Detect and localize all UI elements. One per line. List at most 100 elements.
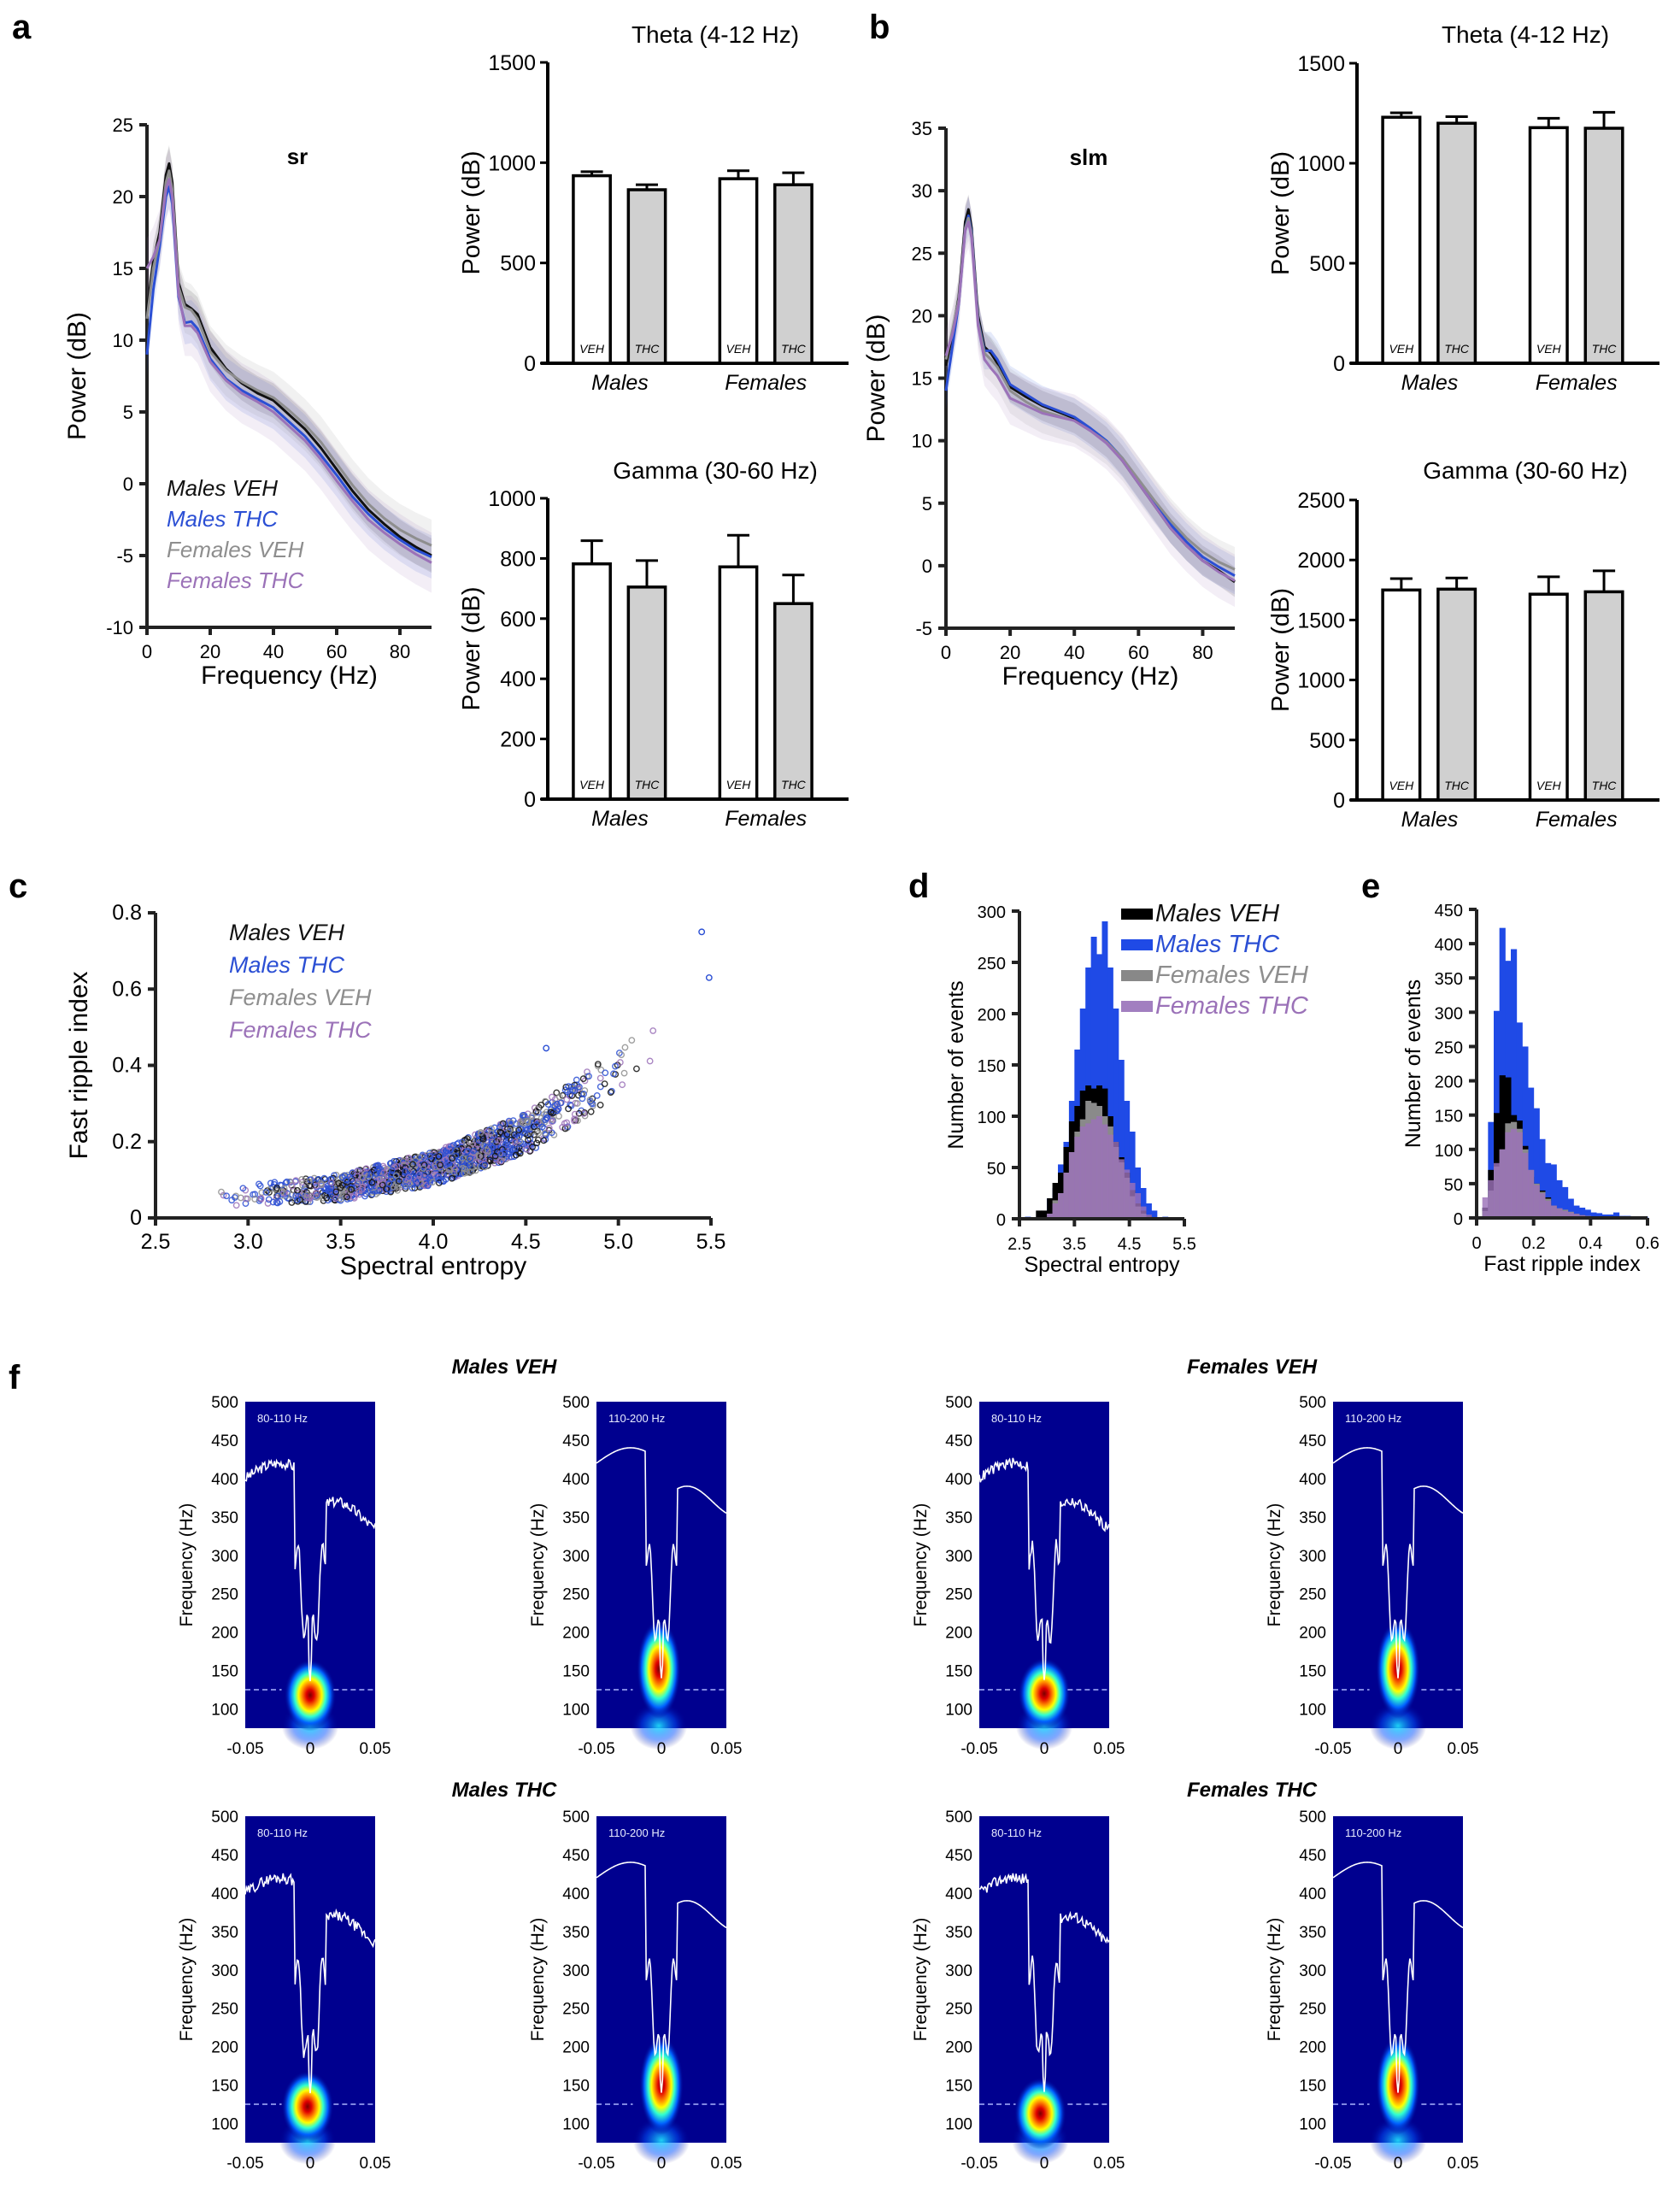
y-tick-label: 400 [562, 1471, 590, 1489]
scatter-point [348, 1185, 355, 1193]
bar-label: THC [1444, 779, 1470, 792]
y-tick-label: 1000 [488, 487, 536, 511]
x-tick-label: 3.0 [233, 1230, 263, 1254]
group-label: Males [1401, 371, 1459, 395]
sem-band [147, 149, 432, 593]
y-tick-label: 450 [211, 1847, 238, 1865]
series-line-females-thc [145, 178, 432, 564]
scatter-point [326, 1188, 334, 1196]
scatter-point [266, 1189, 273, 1196]
scatter-point [557, 1099, 565, 1107]
lfp-trace [596, 1447, 727, 1679]
bar-label: VEH [726, 778, 752, 791]
hist-bar-males-thc [1562, 1186, 1569, 1218]
f-spectrograms: Males VEH 80-110 Hz 100 150 200 250 300 350 400 4… [177, 1356, 1478, 2173]
y-tick-label: 350 [1299, 1924, 1326, 1942]
y-tick-label: 200 [1299, 2039, 1326, 2057]
scatter-point [500, 1150, 508, 1158]
scatter-point [452, 1170, 460, 1178]
scatter-point [242, 1200, 250, 1207]
hist-bar-females-thc [1063, 1173, 1070, 1219]
y-tick-label: 0.6 [112, 977, 142, 1001]
scatter-point [395, 1178, 402, 1185]
scatter-point [467, 1155, 474, 1162]
x-tick-label: 80 [1192, 642, 1213, 663]
scatter-point [374, 1162, 382, 1169]
x-tick-label: 0 [1394, 2155, 1403, 2173]
scatter-point [446, 1147, 454, 1155]
scatter-point [475, 1137, 483, 1144]
hist-bar-males-thc [1145, 1203, 1152, 1219]
y-tick-label: 100 [1299, 2116, 1326, 2134]
panel-letter-d: d [908, 868, 929, 905]
y-tick-label: 150 [562, 1663, 590, 1681]
y-tick-label: 200 [945, 2039, 972, 2057]
spectrogram-hotspot [637, 1619, 681, 1719]
hist-bar-males-thc [1579, 1207, 1586, 1218]
sem-band [946, 195, 1235, 608]
scatter-point [435, 1179, 443, 1186]
scatter-point [571, 1110, 579, 1118]
band-label: 110-200 Hz [1345, 1412, 1401, 1425]
panel-letter-c: c [9, 868, 27, 905]
scatter-point [228, 1197, 236, 1204]
panel-letter-b: b [869, 9, 890, 46]
x-tick-label: -0.05 [226, 2155, 263, 2173]
scatter-point [417, 1179, 425, 1187]
scatter-point [413, 1177, 420, 1185]
hist-bar-males-thc [1601, 1214, 1608, 1218]
hist-bar-females-thc [1058, 1193, 1064, 1219]
y-tick-label: 200 [1299, 1625, 1326, 1643]
spectrogram-group-title: Males THC [452, 1779, 557, 1802]
y-tick-label: 600 [500, 608, 536, 632]
scatter-point [313, 1182, 320, 1190]
series-line-females-veh [145, 169, 432, 547]
scatter-point [276, 1198, 284, 1205]
hist-bar-females-thc [1129, 1183, 1136, 1219]
hist-bar-females-thc [1511, 1128, 1518, 1218]
scatter-point [559, 1091, 567, 1099]
y-tick-label: 450 [1299, 1847, 1326, 1865]
x-tick-label: 0 [1040, 2155, 1049, 2173]
spectrogram-hotspot [1014, 2077, 1066, 2150]
y-tick-label: 1000 [1297, 152, 1345, 176]
scatter-point [490, 1144, 496, 1151]
y-tick-label: 300 [1299, 1962, 1326, 1980]
x-tick-label: 0.05 [1094, 1740, 1125, 1758]
y-axis-label: Power (dB) [1267, 588, 1295, 712]
x-tick-label: 5.0 [603, 1230, 633, 1254]
x-axis-label: Fast ripple index [1483, 1252, 1641, 1276]
bar-label: VEH [1536, 779, 1562, 792]
legend-entry: Females VEH [229, 985, 372, 1010]
sem-band [946, 197, 1235, 595]
scatter-point [426, 1152, 433, 1160]
scatter-point [461, 1165, 469, 1173]
group-label: Males [591, 807, 649, 831]
x-tick-label: 4.0 [419, 1230, 449, 1254]
scatter-point [575, 1109, 583, 1117]
y-axis-label: Frequency (Hz) [1265, 1503, 1284, 1627]
group-label: Females [725, 371, 807, 395]
scatter-point [467, 1168, 474, 1175]
hist-bar-females-thc [1107, 1134, 1113, 1219]
scatter-point [508, 1139, 516, 1147]
scatter-point [619, 1081, 626, 1089]
y-tick-label: 0 [123, 473, 133, 495]
scatter-point [506, 1126, 514, 1134]
scatter-point [428, 1164, 436, 1172]
bar-label: VEH [1389, 779, 1414, 792]
chart-title: Theta (4-12 Hz) [1442, 21, 1609, 48]
x-tick-label: 0.05 [711, 1740, 743, 1758]
y-axis-label: Frequency (Hz) [911, 1918, 931, 2042]
hist-bar-females-thc [1096, 1116, 1102, 1219]
spectrogram-group-title: Males VEH [452, 1356, 557, 1379]
scatter-point [262, 1189, 270, 1196]
panel-letter-e: e [1361, 868, 1380, 905]
hist-bar-females-thc [1118, 1159, 1125, 1219]
scatter-point [350, 1193, 357, 1201]
y-tick-label: 350 [562, 1924, 590, 1942]
scatter-point [545, 1125, 553, 1132]
scatter-point [508, 1137, 515, 1144]
scatter-point [402, 1183, 409, 1190]
